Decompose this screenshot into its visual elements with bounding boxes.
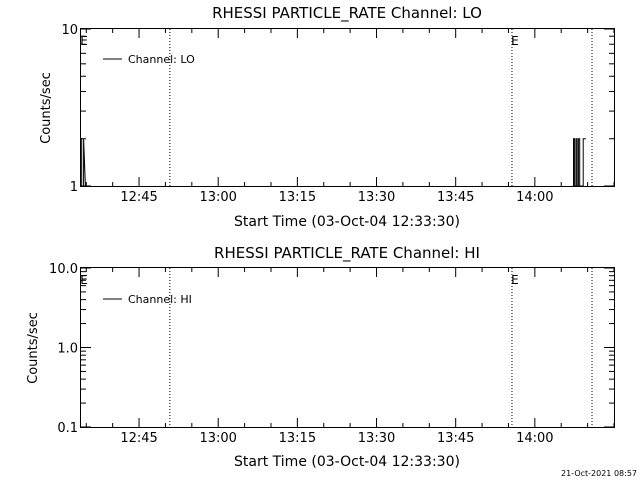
x-tick-label: 14:00 [516,431,553,446]
x-tick-label: 13:00 [199,431,236,446]
y-tick-label: 1.0 [57,342,78,357]
x-tick-label: 13:15 [279,431,316,446]
event-marker-label: E [511,34,519,48]
plot-frame [80,267,615,428]
y-tick-label: 10 [61,23,78,38]
x-tick-label: 13:00 [199,190,236,205]
y-tick-label: 1 [70,180,78,195]
x-tick-label: 13:45 [437,431,474,446]
legend: Channel: HI [103,293,192,306]
y-tick-label: 0.1 [57,421,78,436]
x-tick-label: 13:15 [279,190,316,205]
legend-label: Channel: LO [128,53,195,66]
panel-lo: RHESSI PARTICLE_RATE Channel: LO Counts/… [39,4,615,230]
legend: Channel: LO [103,53,195,66]
event-marker-label: E [511,273,519,287]
plot-frame [80,28,615,187]
legend-label: Channel: HI [128,293,192,306]
y-axis-label: Counts/sec [26,312,41,384]
x-tick-label: 13:30 [358,431,395,446]
chart-title: RHESSI PARTICLE_RATE Channel: HI [214,244,480,263]
x-axis-label: Start Time (03-Oct-04 12:33:30) [234,214,460,230]
event-marker-label: E [80,34,88,48]
y-axis-label: Counts/sec [39,72,54,144]
series-line [81,138,86,187]
x-tick-label: 14:00 [516,190,553,205]
x-axis-label: Start Time (03-Oct-04 12:33:30) [234,454,460,470]
chart-title: RHESSI PARTICLE_RATE Channel: LO [212,4,482,23]
series-layer [81,138,586,187]
x-tick-label: 12:45 [120,190,157,205]
x-tick-label: 13:45 [437,190,474,205]
y-tick-label: 10.0 [49,262,78,277]
series-line [572,138,586,187]
timestamp: 21-Oct-2021 08:57 [561,469,637,478]
x-tick-label: 13:30 [358,190,395,205]
x-tick-label: 12:45 [120,431,157,446]
tick-layer: 12:45 13:00 13:15 13:30 13:45 14:00 1 10 [61,23,615,205]
tick-layer: 12:45 13:00 13:15 13:30 13:45 14:00 0.1 1.0 10.0 [49,262,615,446]
panel-hi: RHESSI PARTICLE_RATE Channel: HI Counts/… [26,244,615,470]
